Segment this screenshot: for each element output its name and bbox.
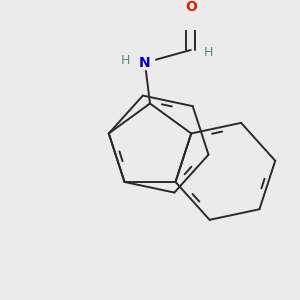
Text: O: O [185, 0, 197, 14]
Bar [182, 0, 200, 13]
Text: N: N [139, 56, 151, 70]
Bar [136, 56, 154, 69]
Text: H: H [121, 54, 130, 67]
Text: H: H [204, 46, 213, 59]
